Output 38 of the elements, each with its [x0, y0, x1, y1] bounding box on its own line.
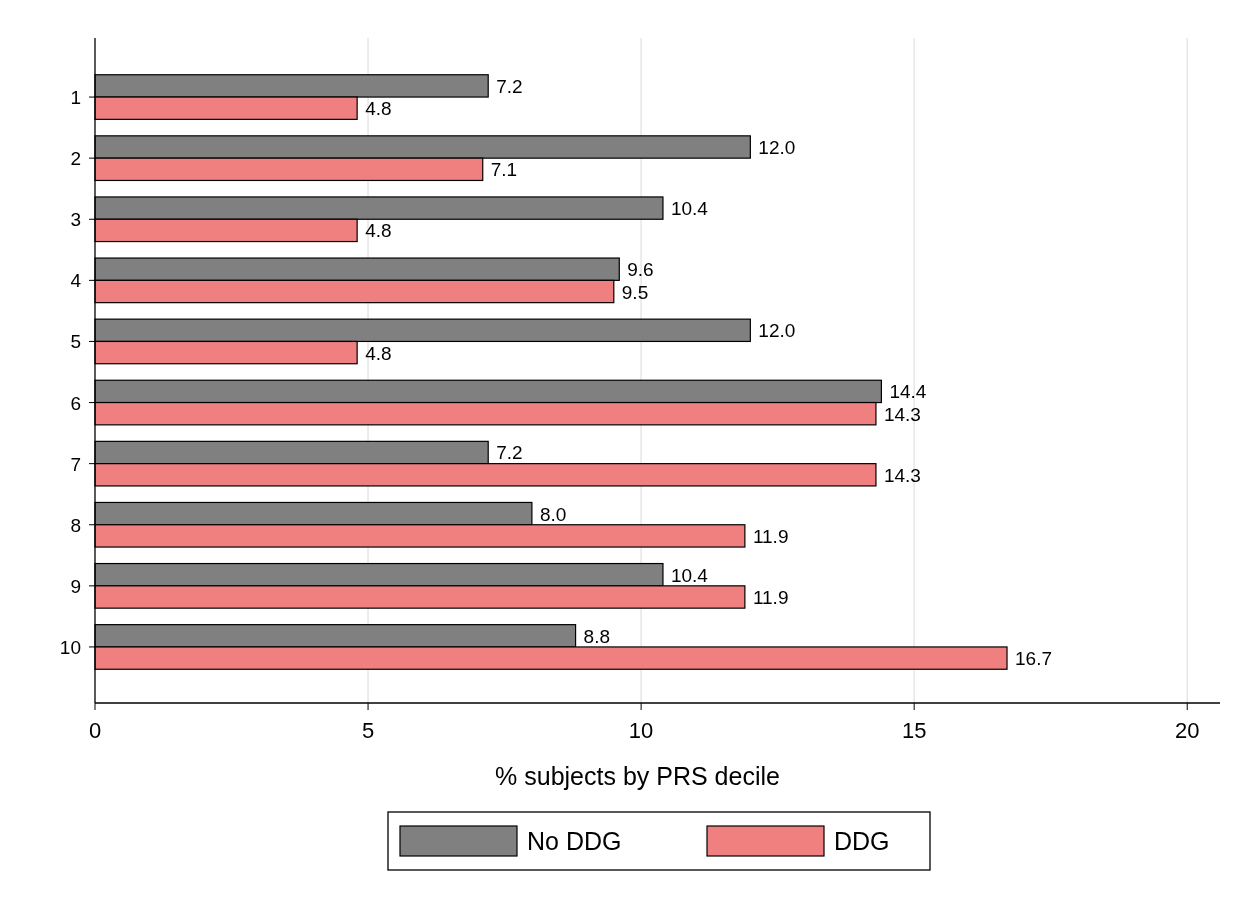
data-label: 8.8	[583, 625, 610, 647]
data-label: 11.9	[752, 587, 789, 608]
data-label: 12.0	[758, 137, 796, 158]
x-tick-label: 0	[88, 718, 102, 743]
y-tick-label: 1	[70, 87, 81, 109]
x-axis-title: % subjects by PRS decile	[495, 762, 780, 790]
legend-label: DDG	[834, 827, 890, 855]
x-tick-label: 10	[628, 718, 654, 743]
x-tick-label: 5	[361, 718, 375, 743]
data-label: 4.8	[365, 342, 392, 364]
data-label: 4.8	[365, 98, 392, 120]
data-label: 8.0	[539, 503, 567, 525]
y-tick-label: 6	[70, 392, 81, 414]
y-tick-label: 8	[70, 514, 81, 536]
data-label: 9.5	[621, 281, 649, 303]
legend-label: No DDG	[527, 827, 622, 855]
data-label: 14.4	[889, 381, 927, 403]
data-label: 14.3	[883, 464, 921, 486]
x-tick-label: 15	[901, 718, 927, 743]
y-tick-label: 9	[70, 575, 81, 597]
y-tick-label: 3	[70, 209, 81, 231]
data-label: 10.4	[670, 198, 709, 220]
data-label: 7.2	[496, 442, 523, 464]
data-label: 7.1	[490, 159, 518, 181]
data-label: 9.6	[627, 259, 654, 281]
x-tick-label: 20	[1174, 718, 1200, 743]
data-label: 10.4	[670, 564, 709, 586]
data-label: 7.2	[496, 75, 523, 97]
data-label: 4.8	[365, 220, 392, 242]
y-tick-label: 7	[70, 453, 81, 475]
y-tick-label: 2	[70, 148, 81, 170]
y-tick-label: 5	[70, 331, 81, 353]
y-tick-label: 10	[59, 636, 81, 658]
data-label: 14.3	[883, 403, 921, 425]
data-label: 16.7	[1015, 648, 1052, 670]
data-label: 12.0	[758, 320, 796, 342]
data-label: 11.9	[752, 525, 789, 547]
y-tick-label: 4	[70, 270, 82, 292]
